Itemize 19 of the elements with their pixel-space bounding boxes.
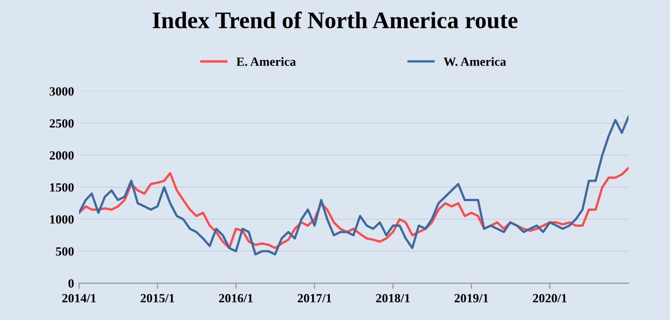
line-series xyxy=(79,166,628,250)
x-tick-label: 2015/1 xyxy=(140,294,174,302)
x-tick-label: 2016/1 xyxy=(219,294,253,302)
y-tick-label: 2000 xyxy=(50,151,74,160)
x-tick-label: 2018/1 xyxy=(376,294,410,302)
y-tick-label: 2500 xyxy=(50,119,74,128)
y-tick-label: 1500 xyxy=(50,183,74,192)
x-tick-label: 2019/1 xyxy=(454,294,488,302)
legend-label: E. America xyxy=(236,57,296,66)
x-tick-label: 2020/1 xyxy=(532,294,567,302)
y-tick-label: 1000 xyxy=(50,215,74,224)
legend-label: W. America xyxy=(444,57,506,66)
y-tick-label: 0 xyxy=(68,279,74,288)
chart-title: Index Trend of North America route xyxy=(152,11,518,28)
line-series xyxy=(79,116,628,256)
x-tick-label: 2017/1 xyxy=(298,294,332,302)
y-tick-label: 3000 xyxy=(50,87,74,96)
x-tick-label: 2014/1 xyxy=(62,294,96,302)
y-tick-label: 500 xyxy=(56,247,74,256)
